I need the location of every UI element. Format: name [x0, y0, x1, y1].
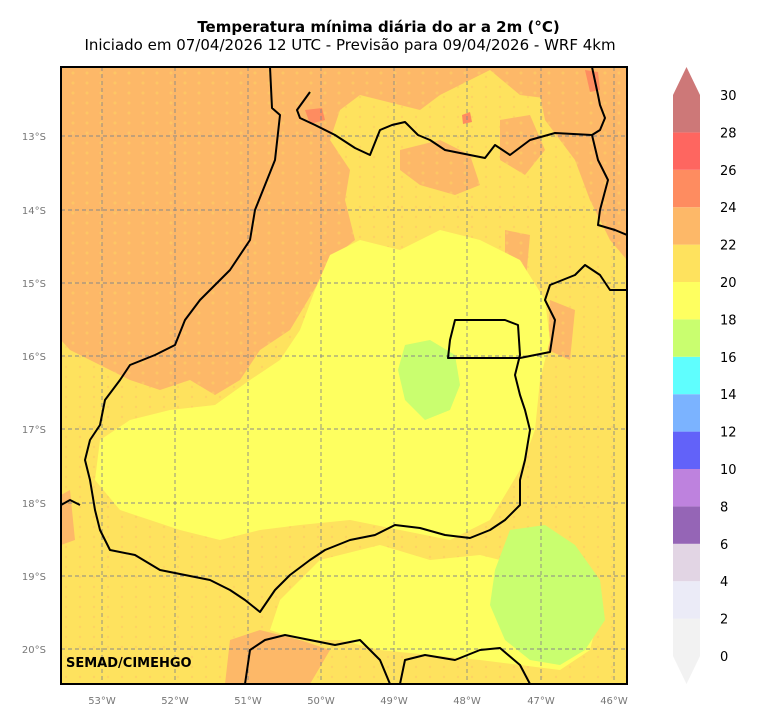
colorbar-swatch: [673, 244, 700, 282]
colorbar-label: 30: [720, 89, 737, 104]
lon-label: 48°W: [453, 696, 481, 707]
colorbar-label: 16: [720, 351, 737, 366]
colorbar-swatch: [673, 319, 700, 357]
lat-label: 14°S: [22, 206, 46, 217]
colorbar-label: 12: [720, 426, 737, 441]
colorbar-swatch: [673, 207, 700, 245]
colorbar-swatch: [673, 618, 700, 656]
lat-label: 18°S: [22, 499, 46, 510]
colorbar-label: 8: [720, 500, 728, 515]
field-16-18-center: [398, 340, 460, 420]
colorbar-label: 6: [720, 538, 728, 553]
lat-label: 19°S: [22, 572, 46, 583]
lon-label: 53°W: [88, 696, 116, 707]
lat-label: 13°S: [22, 132, 46, 143]
colorbar-swatch: [673, 469, 700, 507]
lat-label: 15°S: [22, 279, 46, 290]
map-title: Temperatura mínima diária do ar a 2m (°C…: [197, 18, 560, 36]
colorbar-swatch: [673, 394, 700, 432]
colorbar-swatch: [673, 506, 700, 544]
colorbar-label: 20: [720, 276, 737, 291]
map-subtitle: Iniciado em 07/04/2026 12 UTC - Previsão…: [84, 36, 616, 54]
lat-label: 16°S: [22, 352, 46, 363]
colorbar-swatch: [673, 282, 700, 320]
lon-label: 47°W: [527, 696, 555, 707]
colorbar-max-extension: [673, 67, 700, 95]
map-frame: [60, 66, 628, 685]
field-22-24-south: [61, 490, 330, 684]
lon-label: 49°W: [380, 696, 408, 707]
colorbar-swatch: [673, 581, 700, 619]
credit-label: SEMAD/CIMEHGO: [66, 656, 192, 671]
colorbar-label: 24: [720, 201, 737, 216]
colorbar-min-extension: [673, 656, 700, 684]
longitude-axis: 53°W 52°W 51°W 50°W 49°W 48°W 47°W 46°W: [88, 696, 628, 707]
lon-label: 50°W: [307, 696, 335, 707]
colorbar-label: 2: [720, 613, 728, 628]
lat-label: 20°S: [22, 645, 46, 656]
lon-label: 46°W: [600, 696, 628, 707]
field-16-18-southeast: [490, 525, 605, 665]
goias-border: [84, 67, 627, 613]
colorbar-label: 22: [720, 239, 737, 254]
lon-label: 52°W: [161, 696, 189, 707]
colorbar-label: 4: [720, 575, 728, 590]
latitude-axis: 13°S 14°S 15°S 16°S 17°S 18°S 19°S 20°S: [22, 132, 46, 656]
colorbar-label: 28: [720, 126, 737, 141]
colorbar-swatch: [673, 169, 700, 208]
colorbar-label: 10: [720, 463, 737, 478]
graticule: [61, 67, 627, 684]
colorbar-label: 14: [720, 388, 737, 403]
lon-label: 51°W: [234, 696, 262, 707]
colorbar-label: 18: [720, 313, 737, 328]
dune-border-south: [244, 634, 391, 684]
colorbar-swatch: [673, 95, 700, 133]
colorbar-swatch: [673, 543, 700, 582]
dune-border-west: [61, 499, 81, 506]
lat-label: 17°S: [22, 425, 46, 436]
field-18-20-center: [95, 230, 550, 540]
colorbar-swatch: [673, 132, 700, 170]
colorbar-label: 26: [720, 164, 737, 179]
map-field: [61, 67, 627, 684]
goias-border-north: [296, 91, 627, 236]
colorbar-swatch: [673, 431, 700, 469]
colorbar-label: 0: [720, 650, 728, 665]
colorbar-swatch: [673, 356, 700, 395]
dune-border-southeast: [399, 647, 531, 684]
goias-border-east-cap: [591, 67, 606, 136]
